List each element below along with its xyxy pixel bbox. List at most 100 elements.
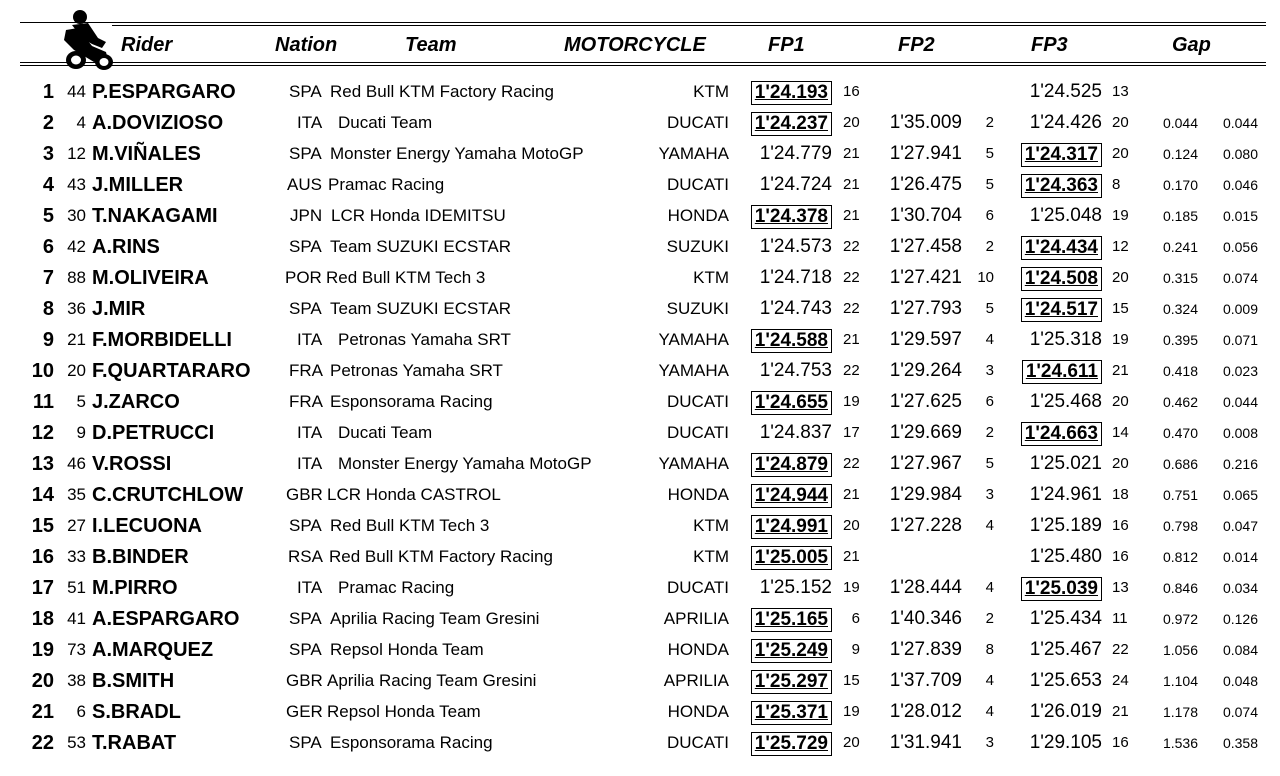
nation-code: ITA	[297, 423, 323, 442]
fp1-laps: 15	[843, 672, 860, 689]
table-row: 8 36 J.MIR SPA Team SUZUKI ECSTAR SUZUKI 1'24.…	[0, 294, 1280, 325]
fp1-time: 1'24.237	[736, 112, 832, 136]
position: 13	[31, 453, 54, 475]
team-name: Repsol Honda Team	[327, 702, 481, 721]
gap-to-previous: 0.047	[1222, 518, 1258, 534]
nation-code: JPN	[290, 206, 323, 225]
fp3-time: 1'26.019	[1029, 701, 1102, 722]
fp1-best-time: 1'24.655	[750, 391, 832, 415]
fp3-best-time: 1'25.039	[1020, 577, 1102, 601]
fp1-laps: 17	[843, 424, 860, 441]
gap-to-previous: 0.034	[1222, 580, 1258, 596]
fp3-time: 1'25.021	[1029, 453, 1102, 474]
rider-number: 4	[76, 113, 86, 132]
fp2-laps: 3	[985, 734, 994, 751]
fp2-time: 1'27.793	[889, 298, 962, 319]
gap-to-first: 0.124	[1162, 146, 1198, 162]
fp2-laps: 3	[985, 486, 994, 503]
nation-code: SPA	[289, 237, 322, 256]
nation-code: SPA	[289, 82, 322, 101]
nation-code: GBR	[286, 485, 323, 504]
gap-to-first: 0.798	[1162, 518, 1198, 534]
header-motorcycle: MOTORCYCLE	[564, 34, 706, 56]
fp2-laps: 5	[985, 455, 994, 472]
fp1-laps: 21	[843, 207, 860, 224]
fp1-best-time: 1'25.165	[750, 608, 832, 632]
nation-code: RSA	[288, 547, 323, 566]
fp3-best-time: 1'24.663	[1020, 422, 1102, 446]
motorcycle-brand: YAMAHA	[658, 144, 729, 163]
fp1-best-time: 1'25.297	[750, 670, 832, 694]
nation-code: GBR	[286, 671, 323, 690]
position: 4	[42, 174, 54, 196]
team-name: Team SUZUKI ECSTAR	[330, 237, 512, 256]
rider-name: A.ESPARGARO	[92, 608, 240, 630]
motorcycle-brand: APRILIA	[663, 671, 729, 690]
fp2-time: 1'26.475	[889, 174, 962, 195]
fp2-time: 1'27.839	[889, 639, 962, 660]
nation-code: FRA	[289, 392, 323, 411]
team-name: Pramac Racing	[338, 578, 455, 597]
table-row: 16 33 B.BINDER RSA Red Bull KTM Factory Raci…	[0, 542, 1280, 573]
fp1-laps: 20	[843, 734, 860, 751]
fp2-laps: 5	[985, 176, 994, 193]
gap-to-previous: 0.023	[1222, 363, 1258, 379]
fp2-laps: 2	[985, 424, 994, 441]
gap-to-first: 0.241	[1162, 239, 1198, 255]
fp1-best-time: 1'24.237	[750, 112, 832, 136]
gap-to-first: 0.044	[1162, 115, 1198, 131]
rider-number: 42	[67, 237, 86, 256]
fp1-laps: 16	[843, 83, 860, 100]
nation-code: SPA	[289, 640, 322, 659]
fp1-best-time: 1'25.005	[750, 546, 832, 570]
rider-name: B.BINDER	[92, 546, 189, 568]
rider-name: B.SMITH	[92, 670, 175, 692]
fp2-time: 1'27.941	[889, 143, 962, 164]
team-name: Red Bull KTM Tech 3	[330, 516, 490, 535]
rider-name: M.OLIVEIRA	[92, 267, 209, 289]
table-row: 9 21 F.MORBIDELLI ITA Petronas Yamaha SRT YAM…	[0, 325, 1280, 356]
fp3-time: 1'25.318	[1029, 329, 1102, 350]
fp1-laps: 20	[843, 114, 860, 131]
rider-name: J.MILLER	[92, 174, 184, 196]
fp3-time: 1'24.663	[1006, 422, 1102, 446]
fp1-time: 1'24.879	[736, 453, 832, 477]
rider-name: C.CRUTCHLOW	[92, 484, 244, 506]
nation-code: AUS	[287, 175, 322, 194]
team-name: Ducati Team	[338, 423, 433, 442]
team-name: LCR Honda IDEMITSU	[331, 206, 506, 225]
team-name: Monster Energy Yamaha MotoGP	[330, 144, 584, 163]
rider-number: 27	[67, 516, 86, 535]
position: 15	[31, 515, 54, 537]
table-row: 3 12 M.VIÑALES SPA Monster Energy Yamaha Mot…	[0, 139, 1280, 170]
rider-number: 20	[67, 361, 86, 380]
position: 5	[42, 205, 54, 227]
gap-to-first: 0.170	[1162, 177, 1198, 193]
fp1-time: 1'25.371	[736, 701, 832, 725]
rider-name: S.BRADL	[92, 701, 181, 723]
header-top-rule	[20, 22, 1266, 23]
header-fp2: FP2	[898, 34, 935, 56]
fp3-laps: 16	[1112, 548, 1129, 565]
team-name: Red Bull KTM Tech 3	[326, 268, 486, 287]
rider-number: 38	[67, 671, 86, 690]
team-name: Team SUZUKI ECSTAR	[330, 299, 512, 318]
nation-code: GER	[286, 702, 323, 721]
rider-number: 33	[67, 547, 86, 566]
gap-to-previous: 0.015	[1222, 208, 1258, 224]
table-row: 12 9 D.PETRUCCI ITA Ducati Team DUCATI 1'24.83…	[0, 418, 1280, 449]
gap-to-first: 0.846	[1162, 580, 1198, 596]
position: 1	[42, 81, 54, 103]
fp3-time: 1'24.426	[1029, 112, 1102, 133]
fp3-best-time: 1'24.508	[1020, 267, 1102, 291]
fp1-time: 1'24.655	[736, 391, 832, 415]
fp2-laps: 4	[985, 579, 994, 596]
fp2-time: 1'40.346	[889, 608, 962, 629]
fp2-time: 1'29.984	[889, 484, 962, 505]
position: 11	[32, 391, 54, 413]
fp2-laps: 10	[977, 269, 994, 286]
table-row: 6 42 A.RINS SPA Team SUZUKI ECSTAR SUZUKI 1'24…	[0, 232, 1280, 263]
team-name: Red Bull KTM Factory Racing	[329, 547, 553, 566]
fp1-time: 1'24.378	[736, 205, 832, 229]
fp3-best-time: 1'24.434	[1020, 236, 1102, 260]
